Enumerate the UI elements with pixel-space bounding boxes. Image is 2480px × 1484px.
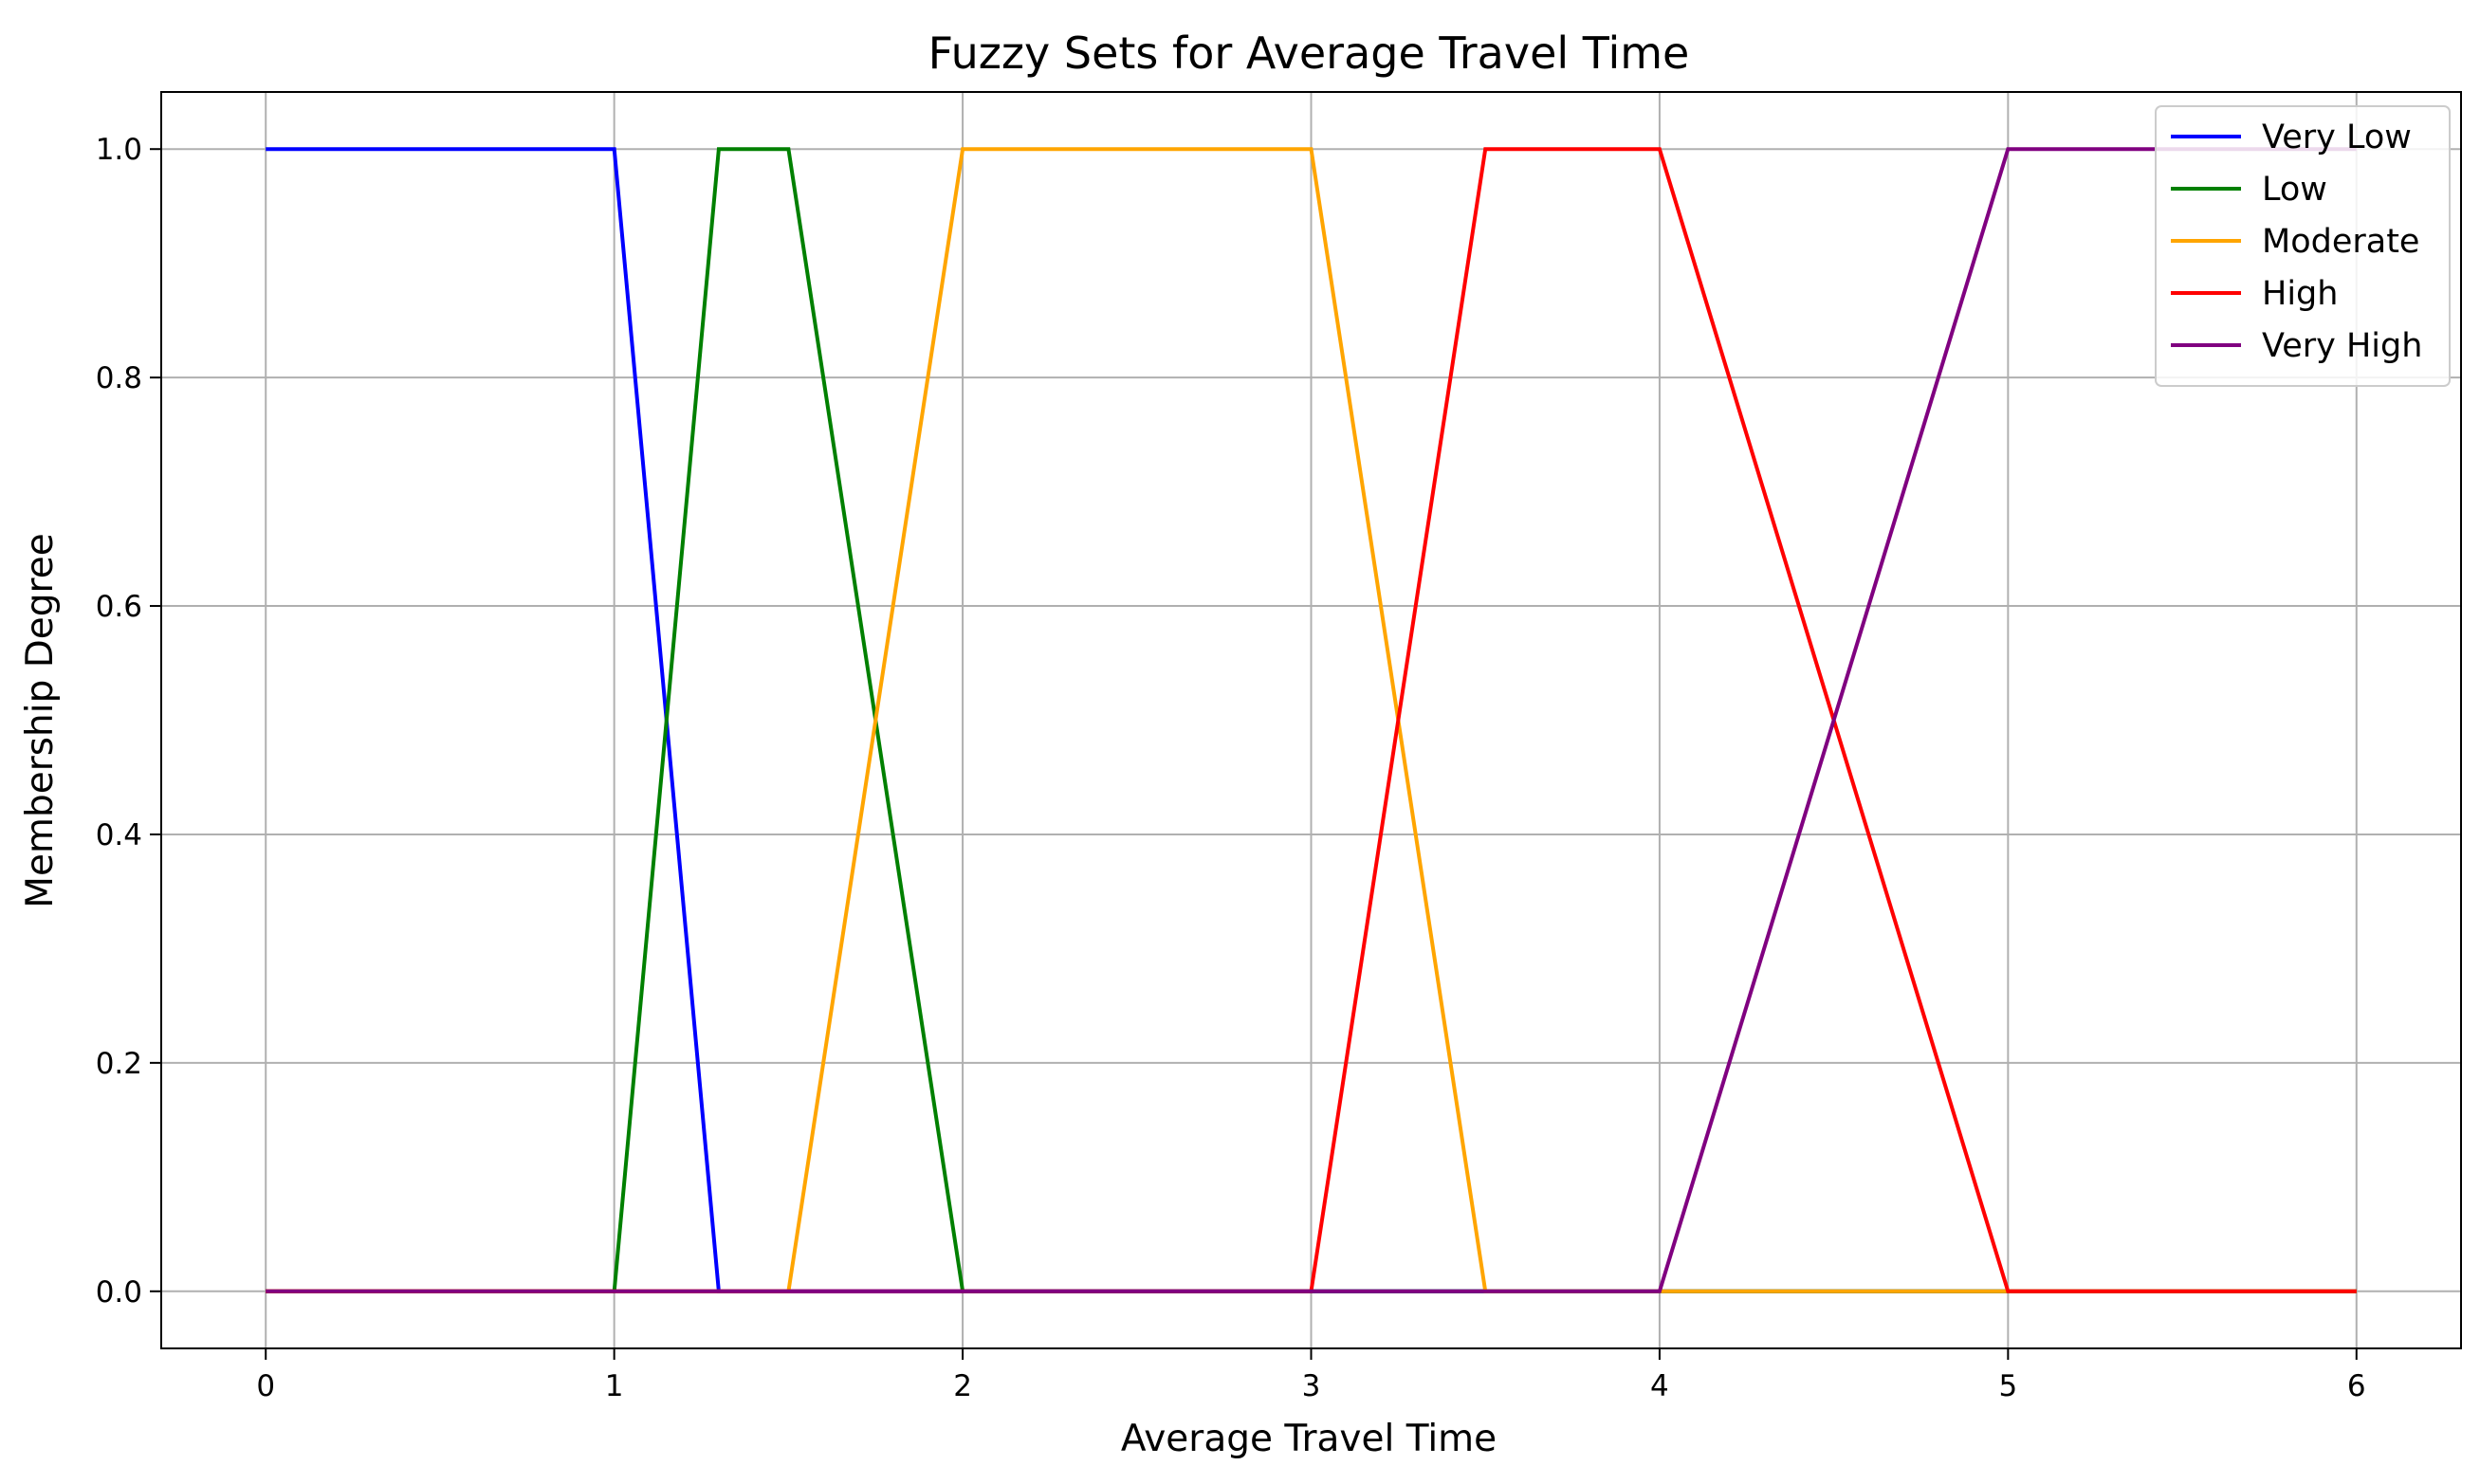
x-tick-label: 6 — [2347, 1369, 2366, 1403]
legend: Very Low Low Moderate High Very High — [2155, 105, 2451, 387]
x-axis: 0 1 2 3 4 5 6 — [256, 1348, 2366, 1403]
legend-box — [2155, 105, 2451, 387]
y-axis-label: Membership Degree — [19, 533, 62, 907]
legend-label-high: High — [2262, 275, 2338, 313]
chart-title: Fuzzy Sets for Average Travel Time — [928, 27, 1690, 79]
y-tick-label: 0.6 — [96, 590, 142, 624]
y-tick-label: 0.4 — [96, 818, 142, 852]
x-tick-label: 2 — [953, 1369, 972, 1403]
series-group — [266, 147, 2357, 1293]
y-tick-label: 0.2 — [96, 1047, 142, 1081]
x-tick-label: 5 — [1998, 1369, 2017, 1403]
x-tick-label: 3 — [1302, 1369, 1321, 1403]
legend-label-low: Low — [2262, 171, 2327, 209]
legend-label-very-high: Very High — [2262, 327, 2422, 365]
legend-label-very-low: Very Low — [2262, 119, 2412, 156]
y-axis: 0.0 0.2 0.4 0.6 0.8 1.0 — [96, 133, 161, 1310]
y-tick-label: 0.0 — [96, 1275, 142, 1310]
x-tick-label: 1 — [605, 1369, 624, 1403]
legend-label-moderate: Moderate — [2262, 223, 2419, 261]
y-tick-label: 0.8 — [96, 361, 142, 395]
y-tick-label: 1.0 — [96, 133, 142, 167]
x-axis-label: Average Travel Time — [1121, 1418, 1497, 1460]
x-tick-label: 0 — [256, 1369, 275, 1403]
x-tick-label: 4 — [1650, 1369, 1669, 1403]
